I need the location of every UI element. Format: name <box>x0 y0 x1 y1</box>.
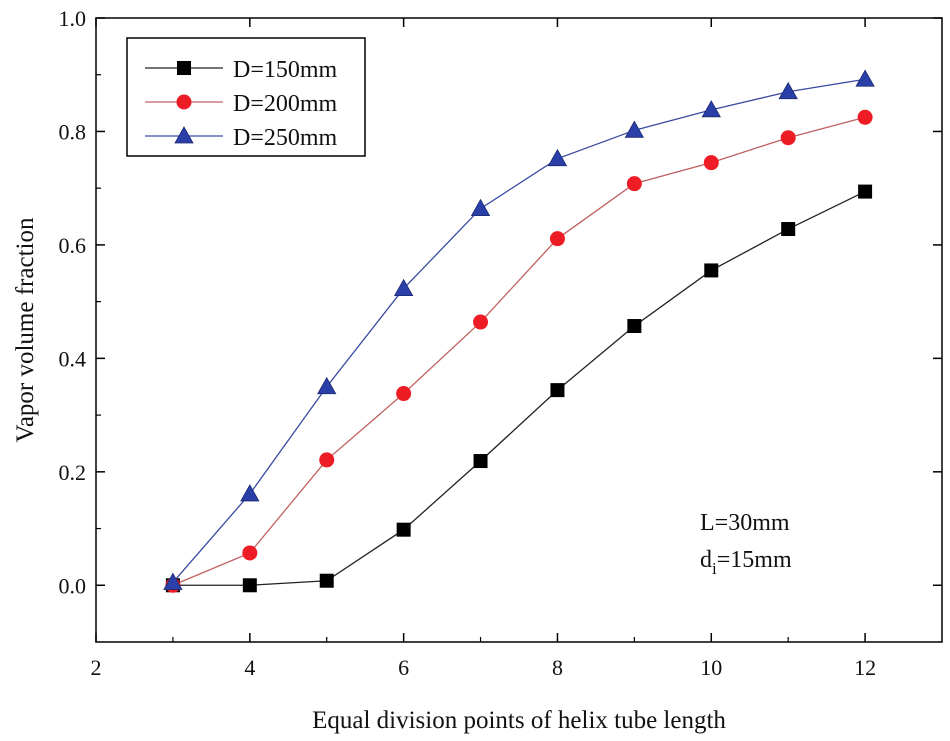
legend-label: D=250mm <box>233 125 338 151</box>
plot-area <box>95 17 943 643</box>
data-point <box>240 484 260 502</box>
data-point <box>550 383 565 398</box>
series-line <box>172 78 866 583</box>
x-axis-title: Equal division points of helix tube leng… <box>312 707 726 734</box>
series-1 <box>172 191 866 586</box>
data-point <box>858 184 873 199</box>
series-line <box>172 116 866 586</box>
x-tick-label: 2 <box>91 655 102 680</box>
x-axis-ticks: 2 4 6 8 10 12 <box>91 18 876 680</box>
legend-label: D=200mm <box>233 91 338 117</box>
data-point <box>627 319 642 334</box>
annotation-diameter: di=15mm <box>700 547 792 578</box>
legend-marker <box>177 61 191 75</box>
y-tick-label: 0.6 <box>59 233 87 258</box>
data-point <box>857 109 873 125</box>
series-line <box>172 191 866 586</box>
data-point <box>624 120 645 138</box>
legend-item: D=250mm <box>145 125 338 151</box>
x-tick-label: 10 <box>700 655 722 680</box>
annotation-diameter-base: d <box>700 547 712 573</box>
data-point <box>626 176 642 192</box>
data-point <box>163 572 183 590</box>
data-point <box>780 130 796 146</box>
y-tick-label: 0.4 <box>59 346 87 371</box>
plot-frame <box>95 17 943 643</box>
series-3 <box>172 78 866 583</box>
legend-marker <box>174 126 194 144</box>
y-tick-label: 0.2 <box>59 460 87 485</box>
y-tick-label: 0.8 <box>59 119 87 144</box>
data-point <box>781 222 796 237</box>
data-point <box>396 386 412 402</box>
y-axis-ticks: 0.0 0.2 0.4 0.6 0.8 1.0 <box>59 6 942 598</box>
legend: D=150mm D=200mm D=250mm <box>126 37 366 157</box>
y-tick-label: 0.0 <box>59 573 87 598</box>
data-point <box>319 452 335 468</box>
series-2 <box>172 116 866 586</box>
data-point <box>473 314 489 330</box>
data-point <box>319 573 334 588</box>
data-point <box>242 578 257 593</box>
legend-marker <box>176 94 192 110</box>
series-layer <box>163 69 875 593</box>
data-point <box>473 454 488 469</box>
annotation-length: L=30mm <box>700 510 790 536</box>
x-tick-label: 4 <box>244 655 255 680</box>
data-point <box>317 376 337 395</box>
series-3-points <box>163 69 875 590</box>
data-point <box>547 148 568 167</box>
y-axis-title: Vapor volume fraction <box>12 217 39 442</box>
x-tick-label: 8 <box>552 655 563 680</box>
legend-label: D=150mm <box>233 57 338 83</box>
legend-items: D=150mm D=200mm D=250mm <box>145 57 338 151</box>
x-tick-label: 6 <box>398 655 409 680</box>
annotation-diameter-sub: i <box>712 559 717 578</box>
y-tick-label: 1.0 <box>59 6 87 31</box>
x-tick-label: 12 <box>854 655 876 680</box>
data-point <box>393 278 414 296</box>
legend-item: D=200mm <box>145 91 338 117</box>
annotation-diameter-value: =15mm <box>717 547 792 573</box>
data-point <box>470 198 491 217</box>
data-point <box>396 522 411 537</box>
legend-item: D=150mm <box>145 57 338 83</box>
data-point <box>701 100 721 118</box>
data-point <box>549 231 565 247</box>
data-point <box>704 263 719 278</box>
series-2-points <box>165 109 873 593</box>
annotation: L=30mm di=15mm <box>700 510 792 578</box>
data-point <box>242 545 258 561</box>
data-point <box>855 69 875 87</box>
data-point <box>703 155 719 171</box>
data-point <box>778 81 798 100</box>
